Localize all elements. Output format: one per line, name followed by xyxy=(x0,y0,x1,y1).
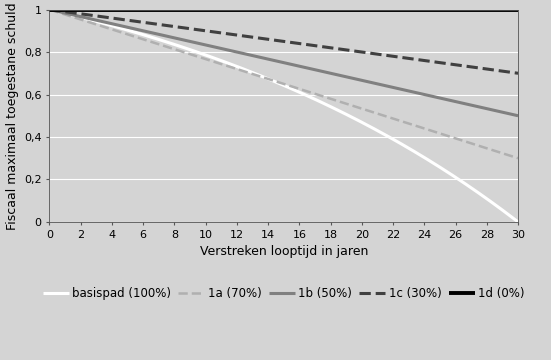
basispad (100%) xyxy=(399,142,406,147)
1a (70%) xyxy=(322,95,329,99)
1a (70%) xyxy=(399,119,406,123)
Legend: basispad (100%), 1a (70%), 1b (50%), 1c (30%), 1d (0%): basispad (100%), 1a (70%), 1b (50%), 1c … xyxy=(43,287,525,300)
Line: 1b (50%): 1b (50%) xyxy=(50,10,518,116)
1b (50%) xyxy=(258,55,264,60)
1b (50%) xyxy=(399,87,406,92)
1a (70%) xyxy=(515,156,521,160)
Y-axis label: Fiscaal maximaal toegestane schuld: Fiscaal maximaal toegestane schuld xyxy=(6,2,19,230)
X-axis label: Verstreken looptijd in jaren: Verstreken looptijd in jaren xyxy=(199,245,368,258)
1b (50%) xyxy=(359,78,366,83)
1d (0%) xyxy=(322,8,329,12)
1c (30%) xyxy=(399,55,406,60)
1d (0%) xyxy=(359,8,366,12)
1b (50%) xyxy=(322,70,329,74)
basispad (100%) xyxy=(322,102,329,107)
1a (70%) xyxy=(258,75,264,79)
basispad (100%) xyxy=(166,41,173,45)
1b (50%) xyxy=(166,35,173,39)
basispad (100%) xyxy=(359,121,366,125)
1a (70%) xyxy=(359,107,366,111)
1a (70%) xyxy=(166,46,173,50)
1c (30%) xyxy=(322,45,329,49)
basispad (100%) xyxy=(258,74,264,78)
1a (70%) xyxy=(129,34,136,38)
1c (30%) xyxy=(46,8,53,12)
1d (0%) xyxy=(515,8,521,12)
1d (0%) xyxy=(166,8,173,12)
1c (30%) xyxy=(129,19,136,23)
1c (30%) xyxy=(166,24,173,28)
1c (30%) xyxy=(258,36,264,41)
1d (0%) xyxy=(46,8,53,12)
1a (70%) xyxy=(46,8,53,12)
1d (0%) xyxy=(129,8,136,12)
1b (50%) xyxy=(515,114,521,118)
1c (30%) xyxy=(515,71,521,76)
1d (0%) xyxy=(258,8,264,12)
basispad (100%) xyxy=(46,8,53,12)
1d (0%) xyxy=(399,8,406,12)
basispad (100%) xyxy=(129,29,136,33)
1c (30%) xyxy=(359,50,366,54)
Line: 1c (30%): 1c (30%) xyxy=(50,10,518,73)
1b (50%) xyxy=(129,26,136,31)
Line: 1a (70%): 1a (70%) xyxy=(50,10,518,158)
Line: basispad (100%): basispad (100%) xyxy=(50,10,518,222)
basispad (100%) xyxy=(515,220,521,224)
1b (50%) xyxy=(46,8,53,12)
